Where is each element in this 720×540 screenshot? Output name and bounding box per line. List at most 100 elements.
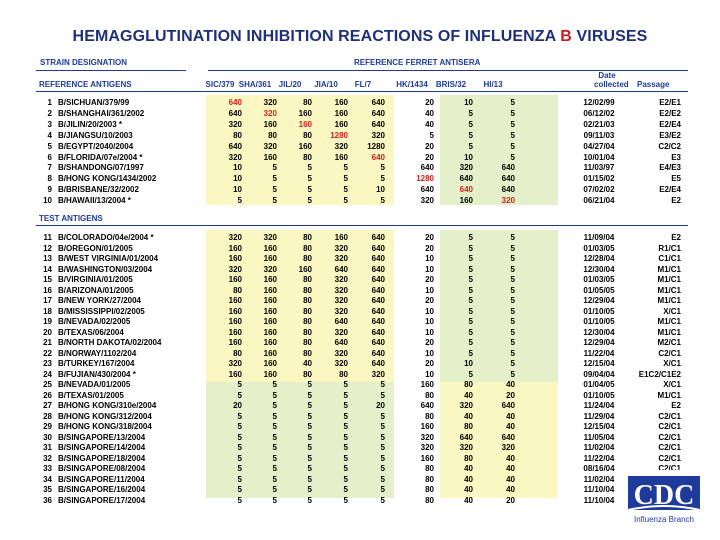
date-collected-header: Date collected [594, 71, 629, 89]
antigen-strain: B/SINGAPORE/08/2004 [58, 464, 146, 473]
titer-value: 5 [510, 338, 515, 347]
titer-value: 5 [468, 243, 473, 253]
antigen-strain: B/SINGAPORE/11/2004 [58, 474, 145, 484]
passage-value: M1/C1 [657, 285, 681, 295]
passage-value: M1/C1 [657, 264, 681, 274]
titer-value: 20 [425, 359, 434, 368]
row-number: 9 [47, 185, 52, 195]
antigen-strain: B/EGYPT/2040/2004 [58, 141, 134, 151]
titer-value: 40 [303, 359, 312, 368]
titer-value: 5 [237, 464, 242, 473]
titer-value: 5 [510, 359, 515, 368]
titer-value: 5 [380, 380, 385, 389]
titer-value: 1280 [367, 141, 385, 151]
titer-value: 80 [464, 453, 473, 463]
titer-value: 640 [501, 163, 515, 173]
antigen-strain: B/NEVADA/01/2005 [58, 380, 131, 389]
antigen-strain: B/SINGAPORE/13/2004 [58, 432, 146, 442]
reference-sera-band [206, 95, 394, 205]
titer-value: 5 [307, 380, 312, 389]
row-number: 3 [47, 119, 52, 129]
titer-value: 160 [228, 317, 242, 326]
titer-value: 5 [510, 296, 515, 305]
titer-value: 160 [263, 152, 277, 162]
titer-value: 80 [233, 348, 242, 358]
antigen-strain: B/VIRGINIA/01/2005 [58, 275, 133, 284]
homologous-titer: 640 [459, 185, 473, 195]
titer-value: 640 [371, 285, 385, 295]
titer-value: 5 [429, 130, 434, 140]
passage-value: C2/C1 [658, 453, 681, 463]
row-number: 11 [43, 233, 52, 242]
column-header: FL/7 [354, 80, 372, 89]
passage-value: E2 [671, 196, 681, 206]
titer-value: 40 [506, 464, 515, 473]
titer-value: 40 [506, 485, 515, 494]
antigen-strain: B/WASHINGTON/03/2004 [58, 264, 153, 274]
antigen-strain: B/ARIZONA/01/2005 [58, 285, 134, 295]
row-number: 25 [43, 380, 52, 389]
titer-value: 40 [464, 485, 473, 494]
titer-value: 160 [263, 243, 277, 253]
row-number: 5 [47, 141, 52, 151]
titer-value: 160 [334, 233, 348, 242]
titer-value: 320 [334, 141, 348, 151]
titer-value: 5 [307, 432, 312, 442]
titer-value: 640 [371, 359, 385, 368]
titer-value: 5 [343, 163, 348, 173]
row-number: 29 [43, 422, 52, 431]
titer-value: 80 [303, 98, 312, 107]
titer-value: 5 [343, 432, 348, 442]
titer-value: 640 [371, 233, 385, 242]
titer-value: 5 [380, 422, 385, 431]
passage-value: E3 [671, 152, 681, 162]
titer-value: 5 [510, 119, 515, 129]
titer-value: 5 [307, 411, 312, 421]
titer-value: 320 [263, 264, 277, 274]
titer-value: 20 [425, 141, 434, 151]
passage-value: C2/C1 [658, 411, 681, 421]
date-collected: 11/10/04 [583, 495, 615, 505]
titer-value: 5 [237, 390, 242, 400]
titer-value: 640 [228, 141, 242, 151]
titer-value: 5 [343, 390, 348, 400]
antigen-strain: B/BRISBANE/32/2002 [58, 185, 139, 195]
titer-value: 5 [307, 401, 312, 410]
titer-value: 10 [464, 152, 473, 162]
titer-value: 5 [468, 327, 473, 337]
passage-value: E2/E4 [659, 119, 681, 129]
titer-value: 5 [380, 474, 385, 484]
titer-value: 5 [343, 453, 348, 463]
titer-value: 160 [334, 119, 348, 129]
passage-value: C2/C1 [658, 464, 681, 473]
titer-value: 160 [459, 196, 473, 206]
titer-value: 5 [468, 233, 473, 242]
date-collected: 12/30/04 [583, 327, 615, 337]
titer-value: 320 [334, 306, 348, 316]
row-number: 18 [43, 306, 52, 316]
titer-value: 80 [303, 338, 312, 347]
titer-value: 160 [298, 108, 312, 118]
titer-value: 640 [371, 327, 385, 337]
date-collected: 09/11/03 [583, 130, 615, 140]
antigen-strain: B/MISSISSIPPI/02/2005 [58, 306, 145, 316]
titer-value: 5 [510, 327, 515, 337]
titer-value: 320 [334, 296, 348, 305]
titer-value: 80 [425, 464, 434, 473]
titer-value: 160 [228, 369, 242, 379]
titer-value: 5 [307, 495, 312, 505]
column-header: SHA/361 [238, 80, 272, 89]
date-collected: 12/02/99 [583, 98, 615, 107]
titer-value: 20 [506, 495, 515, 505]
titer-value: 5 [237, 485, 242, 494]
titer-value: 5 [307, 185, 312, 195]
titer-value: 320 [459, 443, 473, 452]
titer-value: 640 [420, 185, 434, 195]
titer-value: 10 [464, 359, 473, 368]
titer-value: 5 [237, 495, 242, 505]
titer-value: 320 [228, 152, 242, 162]
titer-value: 10 [376, 185, 385, 195]
row-number: 15 [43, 275, 52, 284]
date-collected: 12/15/04 [583, 422, 615, 431]
titer-value: 5 [380, 432, 385, 442]
